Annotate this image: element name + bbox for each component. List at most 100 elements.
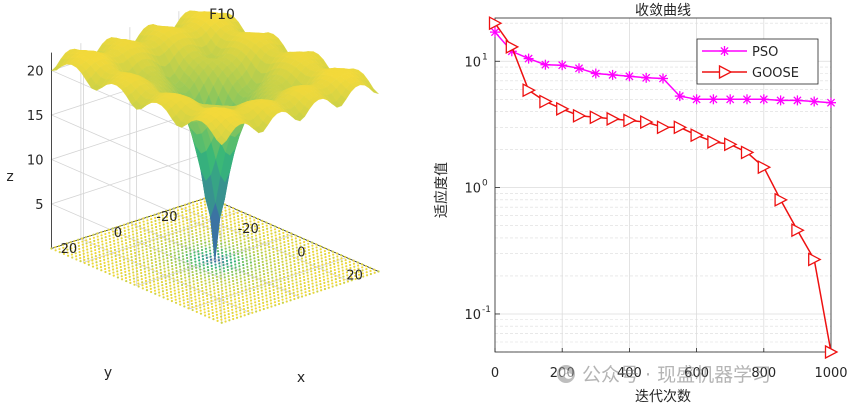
contour-point	[257, 224, 260, 227]
contour-point	[160, 236, 163, 240]
contour-point	[208, 316, 211, 319]
contour-point	[141, 281, 144, 284]
contour-point	[310, 270, 313, 273]
contour-point	[240, 251, 244, 254]
contour-point	[253, 225, 257, 228]
contour-point	[182, 264, 186, 267]
contour-point	[283, 244, 286, 247]
contour-point	[289, 299, 292, 302]
contour-point	[195, 310, 198, 313]
contour-point	[249, 217, 252, 220]
contour-point	[212, 286, 216, 289]
contour-point	[191, 308, 194, 312]
contour-point	[189, 255, 193, 258]
contour-point	[192, 207, 195, 210]
surface-xtick-label: -20	[238, 222, 259, 237]
contour-point	[180, 204, 183, 208]
contour-point	[127, 263, 130, 266]
contour-point	[241, 222, 244, 226]
contour-point	[277, 258, 280, 262]
contour-point	[311, 244, 314, 247]
contour-point	[132, 236, 135, 239]
contour-point	[192, 277, 195, 280]
contour-point	[354, 274, 357, 278]
contour-point	[119, 265, 122, 269]
surface-xlabel: x	[297, 370, 305, 386]
contour-point	[179, 274, 183, 277]
contour-point	[141, 249, 144, 252]
contour-point	[118, 253, 121, 256]
contour-point	[131, 262, 134, 265]
contour-point	[174, 225, 177, 228]
contour-point	[289, 296, 292, 299]
contour-point	[243, 314, 246, 317]
contour-point	[184, 244, 187, 247]
contour-point	[241, 219, 244, 223]
contour-point	[200, 207, 203, 211]
contour-point	[184, 241, 187, 244]
contour-point	[167, 228, 170, 231]
contour-point	[268, 249, 271, 252]
contour-point	[173, 254, 177, 257]
contour-point	[251, 311, 254, 314]
contour-point	[254, 272, 258, 275]
contour-point	[103, 264, 106, 268]
contour-point	[361, 266, 364, 269]
contour-point	[224, 250, 228, 253]
contour-point	[185, 256, 189, 260]
contour-point	[148, 275, 151, 278]
contour-point	[230, 267, 233, 270]
data-point	[791, 223, 805, 238]
contour-point	[156, 273, 159, 276]
contour-point	[268, 255, 272, 258]
contour-point	[183, 305, 186, 308]
contour-point	[106, 254, 109, 257]
contour-point	[123, 229, 126, 232]
contour-point	[173, 248, 176, 251]
contour-point	[240, 283, 243, 286]
contour-point	[194, 225, 197, 228]
contour-point	[132, 239, 135, 242]
contour-point	[173, 213, 176, 216]
contour-point	[253, 295, 256, 298]
contour-point	[275, 246, 279, 249]
contour-point	[74, 252, 77, 255]
contour-point	[158, 259, 161, 262]
contour-point	[245, 218, 248, 221]
contour-point	[153, 216, 157, 219]
surface-patch	[216, 135, 227, 146]
contour-point	[254, 269, 257, 272]
contour-point	[299, 245, 302, 248]
contour-point	[101, 243, 104, 246]
contour-point	[175, 266, 178, 269]
contour-point	[131, 265, 134, 268]
contour-point	[240, 286, 243, 289]
contour-point	[232, 207, 235, 210]
contour-point	[194, 228, 198, 231]
contour-point	[177, 288, 180, 291]
contour-point	[319, 251, 323, 254]
contour-point	[149, 252, 153, 256]
contour-point	[198, 303, 202, 306]
contour-point	[328, 260, 332, 264]
contour-point	[175, 234, 178, 238]
contour-point	[177, 291, 180, 294]
contour-point	[257, 258, 260, 262]
contour-point	[251, 279, 254, 282]
contour-point	[214, 304, 218, 307]
contour-point	[154, 219, 157, 222]
contour-point	[149, 246, 152, 249]
contour-point	[234, 266, 237, 269]
contour-point	[227, 275, 230, 278]
contour-point	[217, 297, 221, 300]
contour-point	[194, 263, 197, 266]
contour-point	[224, 279, 227, 282]
contour-point	[216, 246, 219, 250]
contour-point	[126, 254, 129, 257]
contour-point	[279, 245, 282, 248]
contour-point	[208, 281, 211, 284]
contour-point	[190, 296, 193, 299]
contour-point	[315, 249, 318, 252]
contour-point	[267, 242, 270, 246]
